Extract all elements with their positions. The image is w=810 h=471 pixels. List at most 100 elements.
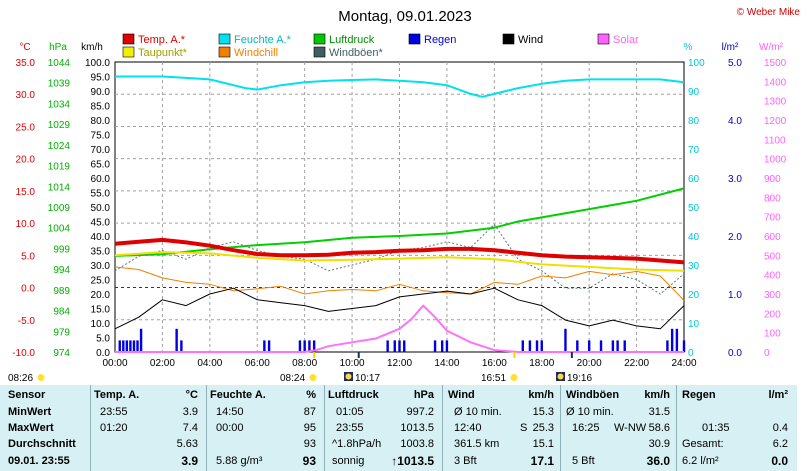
tick-label-hum: 70 <box>688 145 700 156</box>
temp-avg-value: 5.63 <box>176 438 198 450</box>
axis-tick-labels: 35.0 30.0 25.0 20.0 15.0 10.0 5.0 0.0 -5.0 -10.0 1… <box>12 58 786 369</box>
tick-label-temp: 25.0 <box>16 122 36 133</box>
legend-swatch <box>122 46 135 58</box>
tick-label-press: 1029 <box>48 120 71 131</box>
wind-max-dir: S <box>520 422 528 434</box>
gust-max-value: 58.6 <box>648 422 670 434</box>
tick-label-wind: 70.0 <box>91 145 111 156</box>
tick-label-temp: -5.0 <box>18 316 36 327</box>
series-line-windb-en <box>114 223 685 295</box>
pressure-min-value: 997.2 <box>406 406 434 418</box>
axis-unit-labels: °C hPa km/h% l/m² W/m² <box>19 42 783 53</box>
tick-label-solar: 400 <box>764 271 781 282</box>
stats-gust-column: Windböen km/h Ø 10 min. 31.5 16:25 W-NW 58.6… <box>566 385 674 471</box>
tick-label-time: 06:00 <box>245 358 270 369</box>
rain-header: Regen <box>682 389 716 401</box>
rain-bar <box>312 340 316 352</box>
tick-label-solar: 800 <box>764 193 781 204</box>
series-line-feuchte-a <box>115 75 685 98</box>
tick-label-solar: 700 <box>764 213 781 224</box>
tick-label-temp: 20.0 <box>16 155 36 166</box>
tick-label-rain: 1.0 <box>728 290 742 301</box>
series-line-wind <box>114 287 685 330</box>
legend-swatch <box>218 33 231 45</box>
humidity-current-value: 93 <box>302 454 316 468</box>
rain-bar <box>267 340 271 352</box>
tick-label-time: 24:00 <box>671 358 696 369</box>
copyright-label: © Weber Mike <box>737 7 801 18</box>
chart-legend: Temp. A.* Feuchte A.* Luftdruck Regen Wind So… <box>122 33 639 59</box>
legend-swatch <box>313 33 326 45</box>
rain-bar <box>528 340 532 352</box>
tick-label-temp: 10.0 <box>16 219 36 230</box>
wind-unit: km/h <box>528 389 554 401</box>
rain-bar <box>180 340 183 352</box>
axis-unit-rain: l/m² <box>722 42 739 53</box>
tick-label-time: 02:00 <box>150 358 175 369</box>
temp-current-value: 3.9 <box>181 454 198 468</box>
tick-label-hum: 0 <box>688 348 694 359</box>
tick-label-rain: 0.0 <box>728 348 742 359</box>
tick-label-solar: 900 <box>764 174 781 185</box>
sunset-icon <box>510 374 518 381</box>
pressure-trend-arrow-icon: ↑ <box>391 454 398 468</box>
rain-bar <box>298 340 302 352</box>
rain-bar <box>303 340 306 352</box>
wind-header: Wind <box>448 389 475 401</box>
tick-label-press: 974 <box>53 348 70 359</box>
legend-swatch <box>122 33 135 45</box>
wind-distance: 361.5 km <box>454 438 500 450</box>
moon-icon-disc <box>345 373 352 380</box>
rain-bar <box>139 328 143 352</box>
rain-bar <box>540 340 543 352</box>
tick-label-hum: 100 <box>688 58 705 69</box>
tick-label-time: 14:00 <box>434 358 459 369</box>
legend-label: Temp. A.* <box>138 34 186 46</box>
tick-label-press: 1024 <box>48 141 71 152</box>
rain-bar <box>393 340 396 352</box>
tick-label-hum: 60 <box>688 174 700 185</box>
wind-avg-value: 15.1 <box>532 438 554 450</box>
gust-max-time: 16:25 <box>572 422 600 434</box>
rain-bar <box>564 328 567 352</box>
sunrise-icon <box>37 374 45 381</box>
tick-label-rain: 5.0 <box>728 58 742 69</box>
rain-bar <box>440 340 444 352</box>
rain-bar <box>398 340 401 352</box>
tick-label-hum: 30 <box>688 261 700 272</box>
tick-label-hum: 80 <box>688 116 700 127</box>
tick-label-solar: 1100 <box>764 135 786 146</box>
tick-label-wind: 0.0 <box>96 348 110 359</box>
tick-label-wind: 35.0 <box>91 247 111 258</box>
temp-unit: °C <box>185 389 198 401</box>
tick-label-solar: 100 <box>764 329 781 340</box>
tick-label-time: 10:00 <box>340 358 365 369</box>
stats-humidity-column: Feuchte A.% 14:50 87 00:00 95 93 5.88 g/m³… <box>210 385 322 471</box>
rain-bar <box>587 340 591 352</box>
tick-label-time: 16:00 <box>482 358 507 369</box>
humidity-unit: % <box>306 389 316 401</box>
weather-chart: Montag, 09.01.2023 © Weber Mike Temp. A.… <box>8 7 801 384</box>
tick-label-temp: 5.0 <box>21 251 35 262</box>
wind-max-value: 25.3 <box>532 422 554 434</box>
tick-label-time: 08:00 <box>292 358 317 369</box>
tick-label-temp: 0.0 <box>21 284 35 295</box>
wind-max-time: 12:40 <box>454 422 482 434</box>
rain-bar <box>623 340 626 352</box>
tick-label-solar: 1400 <box>764 77 787 88</box>
last-update-label: 09.01. 23:55 <box>8 455 70 467</box>
pressure-header: Luftdruck <box>328 389 379 401</box>
temp-min-value: 3.9 <box>182 406 198 418</box>
marker-time-label: 19:16 <box>567 373 592 384</box>
legend-label: Solar <box>613 34 639 46</box>
tick-label-wind: 5.0 <box>96 334 110 345</box>
tick-label-solar: 300 <box>764 290 781 301</box>
pressure-min-time: 01:05 <box>336 406 364 418</box>
tick-label-temp: 15.0 <box>16 187 36 198</box>
rain-bar <box>132 340 136 352</box>
gust-bft: 5 Bft <box>572 455 595 467</box>
tick-label-hum: 40 <box>688 232 700 243</box>
avg-row-label: Durchschnitt <box>8 438 76 450</box>
moon-icon-disc <box>557 373 564 380</box>
sensor-header: Sensor <box>8 389 46 401</box>
